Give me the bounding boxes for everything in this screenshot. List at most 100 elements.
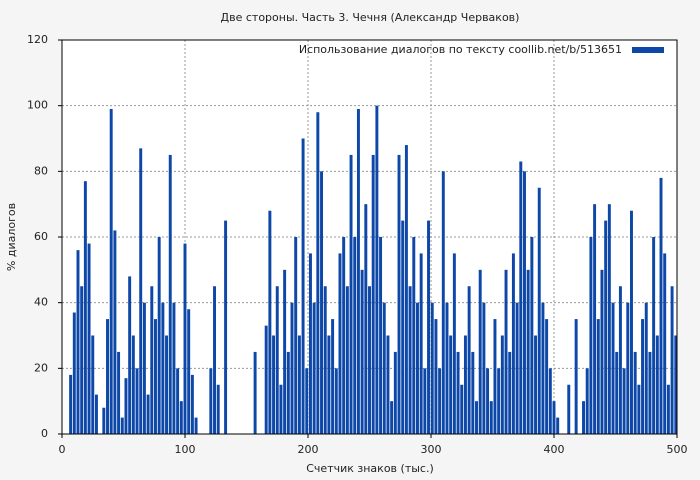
bar (157, 237, 161, 434)
bar (467, 286, 471, 434)
bar (574, 319, 578, 434)
bar (190, 374, 194, 434)
bar (427, 220, 431, 434)
plot-frame (61, 39, 678, 435)
bar (412, 237, 416, 434)
bar (379, 237, 383, 434)
bar (585, 368, 589, 434)
bar (582, 401, 585, 434)
bar (345, 286, 349, 434)
bar (312, 302, 316, 434)
bar (371, 154, 375, 434)
bar (154, 319, 157, 434)
bar (401, 220, 405, 434)
bar (463, 335, 467, 434)
bar (382, 302, 386, 434)
bar (131, 335, 135, 434)
y-tick-label: 100 (27, 99, 48, 112)
x-tick-label: 300 (421, 443, 442, 456)
bar (69, 374, 73, 434)
bar (504, 269, 508, 434)
bar (316, 112, 320, 434)
bar (397, 154, 401, 434)
bar (268, 210, 272, 434)
bar (113, 230, 117, 434)
bar (618, 286, 622, 434)
bar (139, 148, 143, 434)
bar (349, 154, 353, 434)
bar (272, 335, 276, 434)
bar (655, 335, 659, 434)
y-tick-label: 60 (34, 230, 48, 243)
bar (460, 384, 464, 434)
bar (120, 417, 124, 434)
bar (109, 108, 113, 434)
bar (375, 105, 379, 435)
bar (308, 253, 312, 434)
bar (471, 351, 475, 434)
bar (663, 253, 667, 434)
bar (482, 302, 486, 434)
bar (607, 204, 611, 434)
bar (548, 368, 552, 434)
bar (386, 335, 390, 434)
bar (493, 319, 497, 434)
bar (290, 302, 294, 434)
bar (323, 286, 327, 434)
bar (356, 108, 360, 434)
bar (264, 325, 268, 434)
bar (286, 351, 290, 434)
bar (404, 145, 408, 435)
bar (297, 335, 301, 434)
bar (449, 335, 453, 434)
bar (622, 368, 626, 434)
bar (209, 368, 213, 434)
bar (135, 368, 139, 434)
bar (445, 302, 449, 434)
bar (142, 302, 146, 434)
bar (556, 417, 560, 434)
bar (630, 210, 633, 434)
bar (253, 351, 257, 434)
bar (94, 394, 98, 434)
bar (641, 319, 645, 434)
bar (165, 335, 169, 434)
bar (659, 177, 663, 434)
bar (633, 351, 637, 434)
bar (320, 171, 324, 435)
bar (478, 269, 482, 434)
bar (637, 384, 641, 434)
bar (179, 401, 183, 434)
bar (626, 302, 630, 434)
bar (176, 368, 180, 434)
bar (593, 204, 597, 434)
bar (430, 302, 434, 434)
bar (552, 401, 556, 434)
bar (161, 302, 165, 434)
x-tick-label: 0 (59, 443, 66, 456)
bar (294, 237, 298, 434)
x-tick-label: 100 (175, 443, 196, 456)
bar (604, 220, 608, 434)
bar (150, 286, 154, 434)
bar (434, 319, 438, 434)
bar (611, 302, 615, 434)
bar (194, 417, 198, 434)
bar (519, 161, 523, 434)
bar (500, 335, 504, 434)
bar (80, 286, 84, 434)
bar (644, 302, 648, 434)
bar (216, 384, 220, 434)
chart-title: Две стороны. Часть 3. Чечня (Александр Ч… (221, 11, 520, 24)
bar (534, 335, 538, 434)
y-axis-label: % диалогов (5, 203, 18, 271)
bar (327, 335, 331, 434)
bar (360, 269, 364, 434)
bar (408, 286, 412, 434)
bar (128, 276, 132, 434)
bar (301, 138, 305, 434)
bar (456, 351, 460, 434)
bar (674, 335, 678, 434)
bar (452, 253, 456, 434)
bar (530, 237, 534, 434)
